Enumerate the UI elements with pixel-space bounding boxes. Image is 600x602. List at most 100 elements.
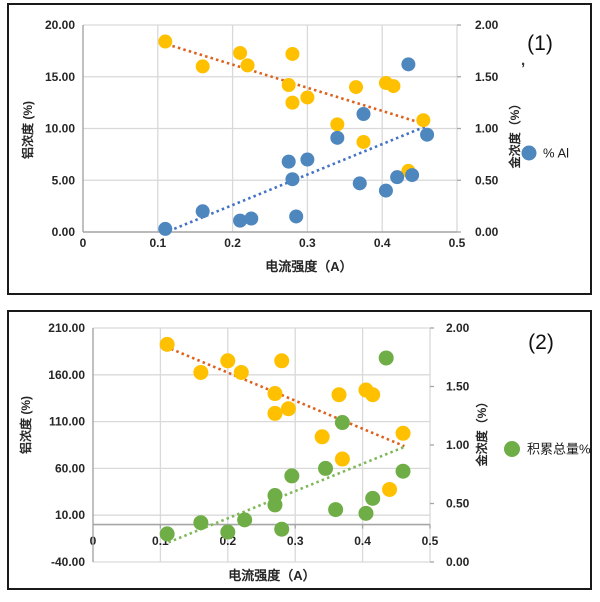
data-point-gold-concentration [349,80,364,95]
data-point-gold-concentration [356,134,371,149]
data-point-cumulative-total [274,521,290,537]
data-point-pct-al [285,172,300,187]
x-axis-title: 电流强度（A） [265,259,352,274]
data-point-gold-concentration [386,79,401,94]
y-right-tick-label: 1.00 [475,122,499,136]
data-point-gold-concentration [280,401,296,417]
x-tick-label: 0.4 [354,534,371,548]
data-point-cumulative-total [395,463,411,479]
y-right-tick-label: 0.50 [446,497,470,511]
y-right-tick-label: 1.50 [475,70,499,84]
y-right-tick-label: 0.50 [475,173,499,187]
data-point-gold-concentration [267,386,283,402]
x-tick-label: 0.5 [422,534,439,548]
data-point-gold-concentration [267,405,283,421]
y-left-tick-label: 15.00 [45,70,75,84]
trendline-cumulative-total [168,445,405,544]
data-point-gold-concentration [158,34,173,49]
y-left-tick-label: 20.00 [45,18,75,32]
data-point-pct-al [300,152,315,167]
data-point-pct-al [158,221,173,236]
y-left-tick-label: 160.00 [48,368,85,382]
y-left-tick-label: 10.00 [45,122,75,136]
data-point-pct-al [378,183,393,198]
data-point-gold-concentration [382,481,398,497]
panel-label: (1) [527,32,553,55]
data-point-cumulative-total [193,515,209,531]
chart-panel-1: 20.00 15.00 10.00 5.00 0.00 0 0.1 0.2 0.3 0.4 0.5 2… [7,3,592,295]
legend-marker [504,441,520,457]
data-point-pct-al [244,211,259,226]
data-point-cumulative-total [334,415,350,431]
y-left-tick-label: -40.00 [51,555,85,569]
legend-label: % Al [543,146,569,161]
data-point-pct-al [352,176,367,191]
stray-mark: , [521,52,525,69]
data-point-pct-al [195,204,210,219]
data-point-gold-concentration [274,353,290,369]
data-point-cumulative-total [220,524,236,540]
x-tick-label: 0 [80,236,87,250]
y-left-tick-label: 60.00 [55,461,85,475]
legend-marker [521,145,537,161]
y-right-tick-label: 0.00 [446,555,470,569]
y-left-tick-label: 0.00 [52,225,76,239]
x-tick-label: 0.2 [224,236,241,250]
x-tick-label: 0.3 [287,534,304,548]
data-point-cumulative-total [358,505,374,521]
data-point-pct-al [330,130,345,145]
data-point-pct-al [281,154,296,169]
x-axis-title: 电流强度（A） [228,568,315,583]
data-point-cumulative-total [378,350,394,366]
data-point-pct-al [405,168,420,183]
data-point-pct-al [420,127,435,142]
data-point-gold-concentration [330,117,345,132]
data-point-gold-concentration [233,45,248,60]
y-left-axis-title: 铝浓度 (%) [18,396,33,454]
y-left-tick-label: 210.00 [48,321,85,335]
x-tick-label: 0.4 [374,236,391,250]
panel-label: (2) [528,331,554,354]
chart-panel-2: 210.00160.00110.0060.0010.00-40.0000.10.… [7,310,592,590]
data-point-gold-concentration [159,336,175,352]
y-left-tick-label: 10.00 [55,508,85,522]
y-right-tick-label: 2.00 [446,321,470,335]
data-point-gold-concentration [233,364,249,380]
y-right-axis-title: 金浓度（%） [507,98,522,170]
data-point-cumulative-total [318,460,334,476]
data-point-pct-al [233,213,248,228]
data-point-gold-concentration [314,429,330,445]
y-right-axis-title: 金浓度（%） [474,396,489,468]
x-tick-label: 0.1 [149,236,166,250]
y-left-tick-label: 110.00 [49,415,85,429]
data-point-gold-concentration [220,353,236,369]
data-point-gold-concentration [285,95,300,110]
chart-svg-2: 210.00160.00110.0060.0010.00-40.0000.10.… [18,321,590,583]
data-point-pct-al [289,209,304,224]
data-point-cumulative-total [284,468,300,484]
data-point-gold-concentration [193,364,209,380]
data-point-cumulative-total [159,526,175,542]
y-right-tick-label: 1.50 [446,380,470,394]
y-left-axis-title: 铝浓度 (%) [20,101,35,159]
data-point-gold-concentration [331,387,347,403]
y-left-tick-label: 5.00 [52,173,76,187]
data-point-cumulative-total [237,512,253,528]
data-point-gold-concentration [195,59,210,74]
data-point-gold-concentration [334,451,350,467]
y-right-tick-label: 2.00 [475,18,499,32]
data-point-gold-concentration [285,46,300,61]
data-point-gold-concentration [240,58,255,73]
chart-svg-1: 20.00 15.00 10.00 5.00 0.00 0 0.1 0.2 0.3 0.4 0.5 2… [20,18,569,274]
data-point-gold-concentration [416,113,431,128]
data-point-gold-concentration [395,425,411,441]
data-point-pct-al [356,107,371,122]
data-point-cumulative-total [365,490,381,506]
y-right-tick-label: 0.00 [475,225,499,239]
data-point-gold-concentration [281,78,296,93]
data-point-pct-al [401,57,416,72]
data-point-gold-concentration [365,387,381,403]
y-right-tick-label: 1.00 [446,438,470,452]
data-point-cumulative-total [267,497,283,513]
x-tick-label: 0.5 [449,236,466,250]
